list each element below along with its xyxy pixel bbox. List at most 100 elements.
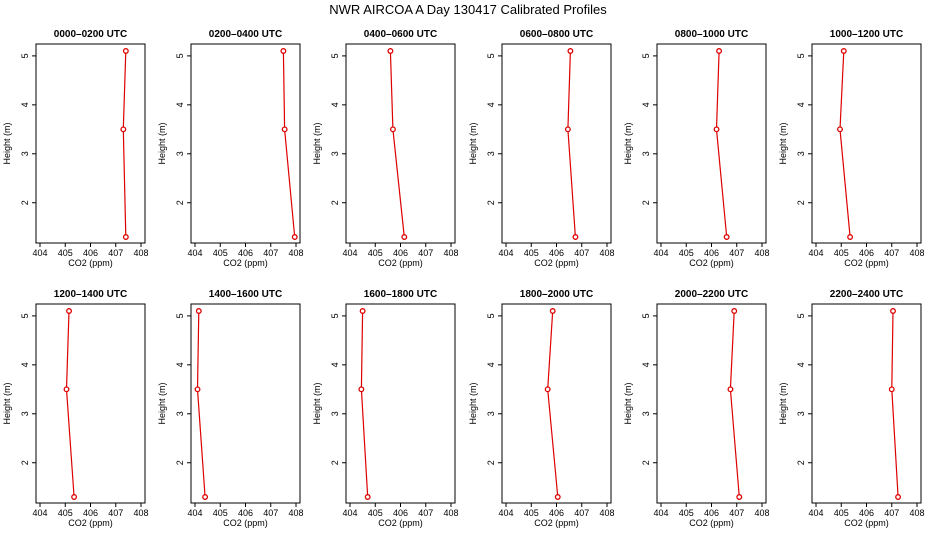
y-tick-label: 2 (330, 200, 340, 205)
data-point (731, 308, 738, 314)
x-tick-label: 408 (754, 508, 769, 518)
data-point (71, 494, 78, 500)
series-line (389, 50, 405, 238)
y-tick-label: 2 (486, 460, 496, 465)
y-tick-label: 4 (175, 362, 185, 367)
x-tick-label: 406 (83, 248, 98, 258)
x-tick-label: 405 (213, 508, 228, 518)
data-point (364, 494, 371, 500)
x-tick-label: 407 (729, 248, 744, 258)
panel-1: 0000–0200 UTC 404 405 406 407 408 CO2 (ppm) 2 3 4… (2, 29, 149, 268)
panel-title: 0000–0200 UTC (54, 29, 127, 40)
y-tick-label: 4 (330, 362, 340, 367)
y-tick-label: 3 (330, 151, 340, 156)
plot-frame (811, 303, 922, 504)
x-tick-label: 404 (32, 508, 47, 518)
y-tick-label: 4 (175, 102, 185, 107)
y-tick-label: 5 (796, 53, 806, 58)
data-point (389, 126, 396, 133)
x-tick-label: 406 (859, 508, 874, 518)
y-tick-label: 5 (641, 313, 651, 318)
y-tick-label: 4 (486, 102, 496, 107)
panel-7: 1200–1400 UTC 404 405 406 407 408 CO2 (ppm) 2 3 4… (2, 289, 149, 528)
y-tick-label: 2 (330, 460, 340, 465)
y-axis-label: Height (m) (623, 122, 633, 164)
x-tick-label: 407 (884, 248, 899, 258)
x-tick-label: 404 (32, 248, 47, 258)
panel-title: 1400–1600 UTC (209, 289, 282, 300)
x-tick-label: 405 (834, 508, 849, 518)
data-point (549, 308, 556, 314)
x-tick-label: 404 (342, 248, 357, 258)
x-tick-label: 407 (263, 248, 278, 258)
x-tick-label: 406 (704, 508, 719, 518)
x-axis-label: CO2 (ppm) (68, 258, 113, 268)
x-axis-label: CO2 (ppm) (223, 258, 268, 268)
data-point (736, 494, 743, 500)
panel-10: 1800–2000 UTC 404 405 406 407 408 CO2 (ppm) 2 3 4… (468, 289, 615, 528)
x-tick-label: 407 (884, 508, 899, 518)
x-tick-label: 407 (263, 508, 278, 518)
plot-frame (501, 43, 612, 244)
x-tick-label: 405 (58, 508, 73, 518)
panel-5: 0800–1000 UTC 404 405 406 407 408 CO2 (ppm) 2 3 4… (623, 29, 770, 268)
y-tick-label: 5 (330, 53, 340, 58)
y-tick-label: 4 (20, 102, 30, 107)
x-tick-label: 407 (418, 248, 433, 258)
panel-title: 2200–2400 UTC (830, 289, 903, 300)
y-axis-label: Height (m) (312, 122, 322, 164)
series-line (360, 310, 369, 498)
panel-title: 0400–0600 UTC (364, 29, 437, 40)
x-tick-label: 407 (729, 508, 744, 518)
x-tick-label: 406 (393, 508, 408, 518)
x-tick-label: 407 (574, 248, 589, 258)
x-tick-label: 405 (368, 248, 383, 258)
data-point (63, 386, 70, 393)
y-tick-label: 2 (796, 460, 806, 465)
x-tick-label: 408 (443, 248, 458, 258)
x-tick-label: 406 (238, 508, 253, 518)
x-axis-label: CO2 (ppm) (378, 258, 423, 268)
y-tick-label: 5 (175, 313, 185, 318)
y-tick-label: 5 (20, 313, 30, 318)
plot-frame (345, 43, 456, 244)
x-tick-label: 408 (599, 508, 614, 518)
panel-9: 1600–1800 UTC 404 405 406 407 408 CO2 (ppm) 2 3 4… (312, 289, 459, 528)
y-axis-label: Height (m) (157, 382, 167, 424)
series-line (65, 310, 75, 498)
x-tick-label: 405 (368, 508, 383, 518)
x-tick-label: 405 (524, 248, 539, 258)
data-point (572, 234, 579, 240)
y-axis-label: Height (m) (778, 382, 788, 424)
x-tick-label: 406 (549, 508, 564, 518)
data-point (401, 234, 408, 240)
panel-3: 0400–0600 UTC 404 405 406 407 408 CO2 (ppm) 2 3 4… (312, 29, 459, 268)
panel-title: 1000–1200 UTC (830, 29, 903, 40)
y-tick-label: 4 (796, 362, 806, 367)
y-tick-label: 3 (20, 151, 30, 156)
y-tick-label: 5 (641, 53, 651, 58)
panel-title: 0800–1000 UTC (675, 29, 748, 40)
data-point (66, 308, 72, 314)
x-tick-label: 406 (704, 248, 719, 258)
data-point (544, 386, 551, 393)
y-tick-label: 3 (486, 411, 496, 416)
panel-title: 0600–0800 UTC (520, 29, 593, 40)
data-point (888, 386, 895, 393)
y-tick-label: 5 (20, 53, 30, 58)
x-tick-label: 408 (288, 508, 303, 518)
plot-frame (501, 303, 612, 504)
x-tick-label: 406 (393, 248, 408, 258)
x-axis-label: CO2 (ppm) (378, 518, 423, 528)
data-point (895, 494, 902, 500)
plot-frame (190, 303, 301, 504)
x-axis-label: CO2 (ppm) (223, 518, 268, 528)
data-point (202, 494, 209, 500)
panel-title: 2000–2200 UTC (675, 289, 748, 300)
panel-title: 1600–1800 UTC (364, 289, 437, 300)
data-point (195, 308, 202, 314)
x-tick-label: 406 (83, 508, 98, 518)
y-tick-label: 3 (641, 411, 651, 416)
x-tick-label: 405 (213, 248, 228, 258)
x-tick-label: 407 (108, 508, 123, 518)
